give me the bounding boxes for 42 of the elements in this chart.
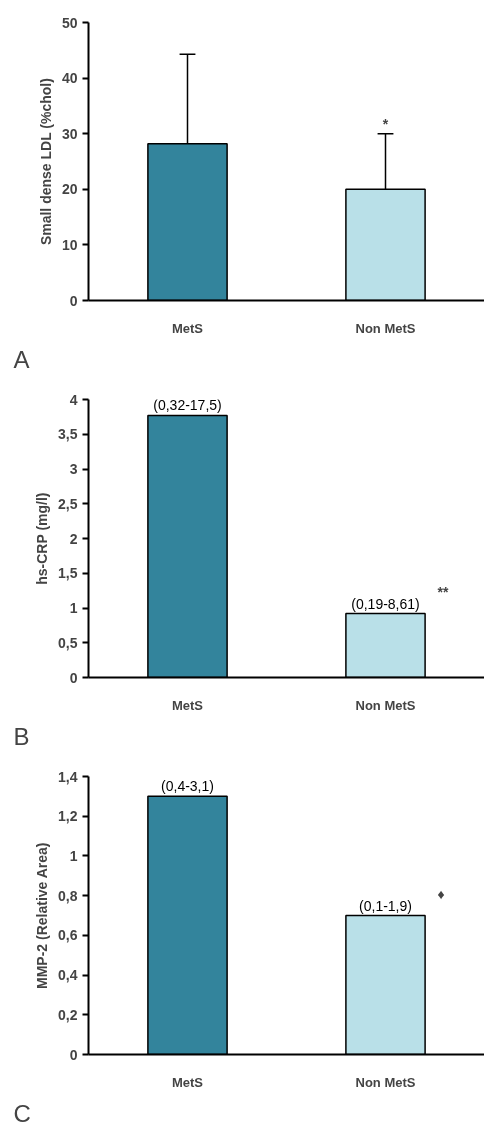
y-tick-label: 2,5 — [58, 495, 78, 512]
y-axis-title: hs-CRP (mg/l) — [34, 492, 51, 585]
y-tick-label: 1,5 — [58, 565, 78, 582]
y-tick-label: 0,8 — [58, 887, 78, 904]
text: A — [13, 345, 30, 373]
y-tick-label: 0,2 — [58, 1006, 78, 1023]
x-tick-label: Non MetS — [355, 697, 416, 713]
y-tick-label: 10 — [61, 236, 78, 253]
annotation: ** — [437, 583, 449, 600]
annotation: * — [382, 115, 389, 132]
y-tick-label: 0,6 — [58, 927, 78, 944]
data-label: (0,19-8,61) — [351, 595, 420, 612]
text: B — [13, 722, 30, 750]
y-tick-label: 0 — [69, 669, 78, 686]
y-axis-title: Small dense LDL (%chol) — [37, 78, 54, 246]
x-tick-label: MetS — [171, 1074, 204, 1090]
data-label: (0,1-1,9) — [359, 897, 412, 914]
y-tick-label: 3 — [69, 461, 78, 477]
y-tick-label: 1,4 — [58, 768, 78, 785]
y-tick-label: 1 — [69, 847, 78, 864]
y-tick-label: 30 — [61, 125, 78, 142]
y-tick-label: 4 — [69, 391, 78, 408]
annotation: ♦ — [437, 885, 445, 902]
x-tick-label: Non MetS — [355, 1074, 416, 1090]
x-tick-label: Non MetS — [355, 320, 416, 336]
x-tick-label: MetS — [171, 697, 204, 713]
y-tick-label: 50 — [61, 14, 78, 31]
text: C — [13, 1099, 31, 1127]
data-label: (0,32-17,5) — [153, 397, 222, 414]
x-tick-label: MetS — [171, 320, 204, 336]
data-label: (0,4-3,1) — [161, 778, 214, 795]
y-tick-label: 0 — [69, 292, 78, 309]
y-tick-label: 3,5 — [58, 426, 78, 443]
y-tick-label: 1 — [69, 600, 78, 616]
y-tick-label: 2 — [69, 530, 78, 547]
y-tick-label: 0,5 — [58, 634, 78, 651]
y-tick-label: 1,2 — [58, 808, 78, 825]
y-tick-label: 20 — [61, 181, 78, 198]
y-tick-label: 0,4 — [58, 967, 78, 984]
y-tick-label: 40 — [61, 70, 78, 87]
y-tick-label: 0 — [69, 1046, 78, 1063]
y-axis-title: MMP-2 (Relative Area) — [34, 842, 51, 990]
